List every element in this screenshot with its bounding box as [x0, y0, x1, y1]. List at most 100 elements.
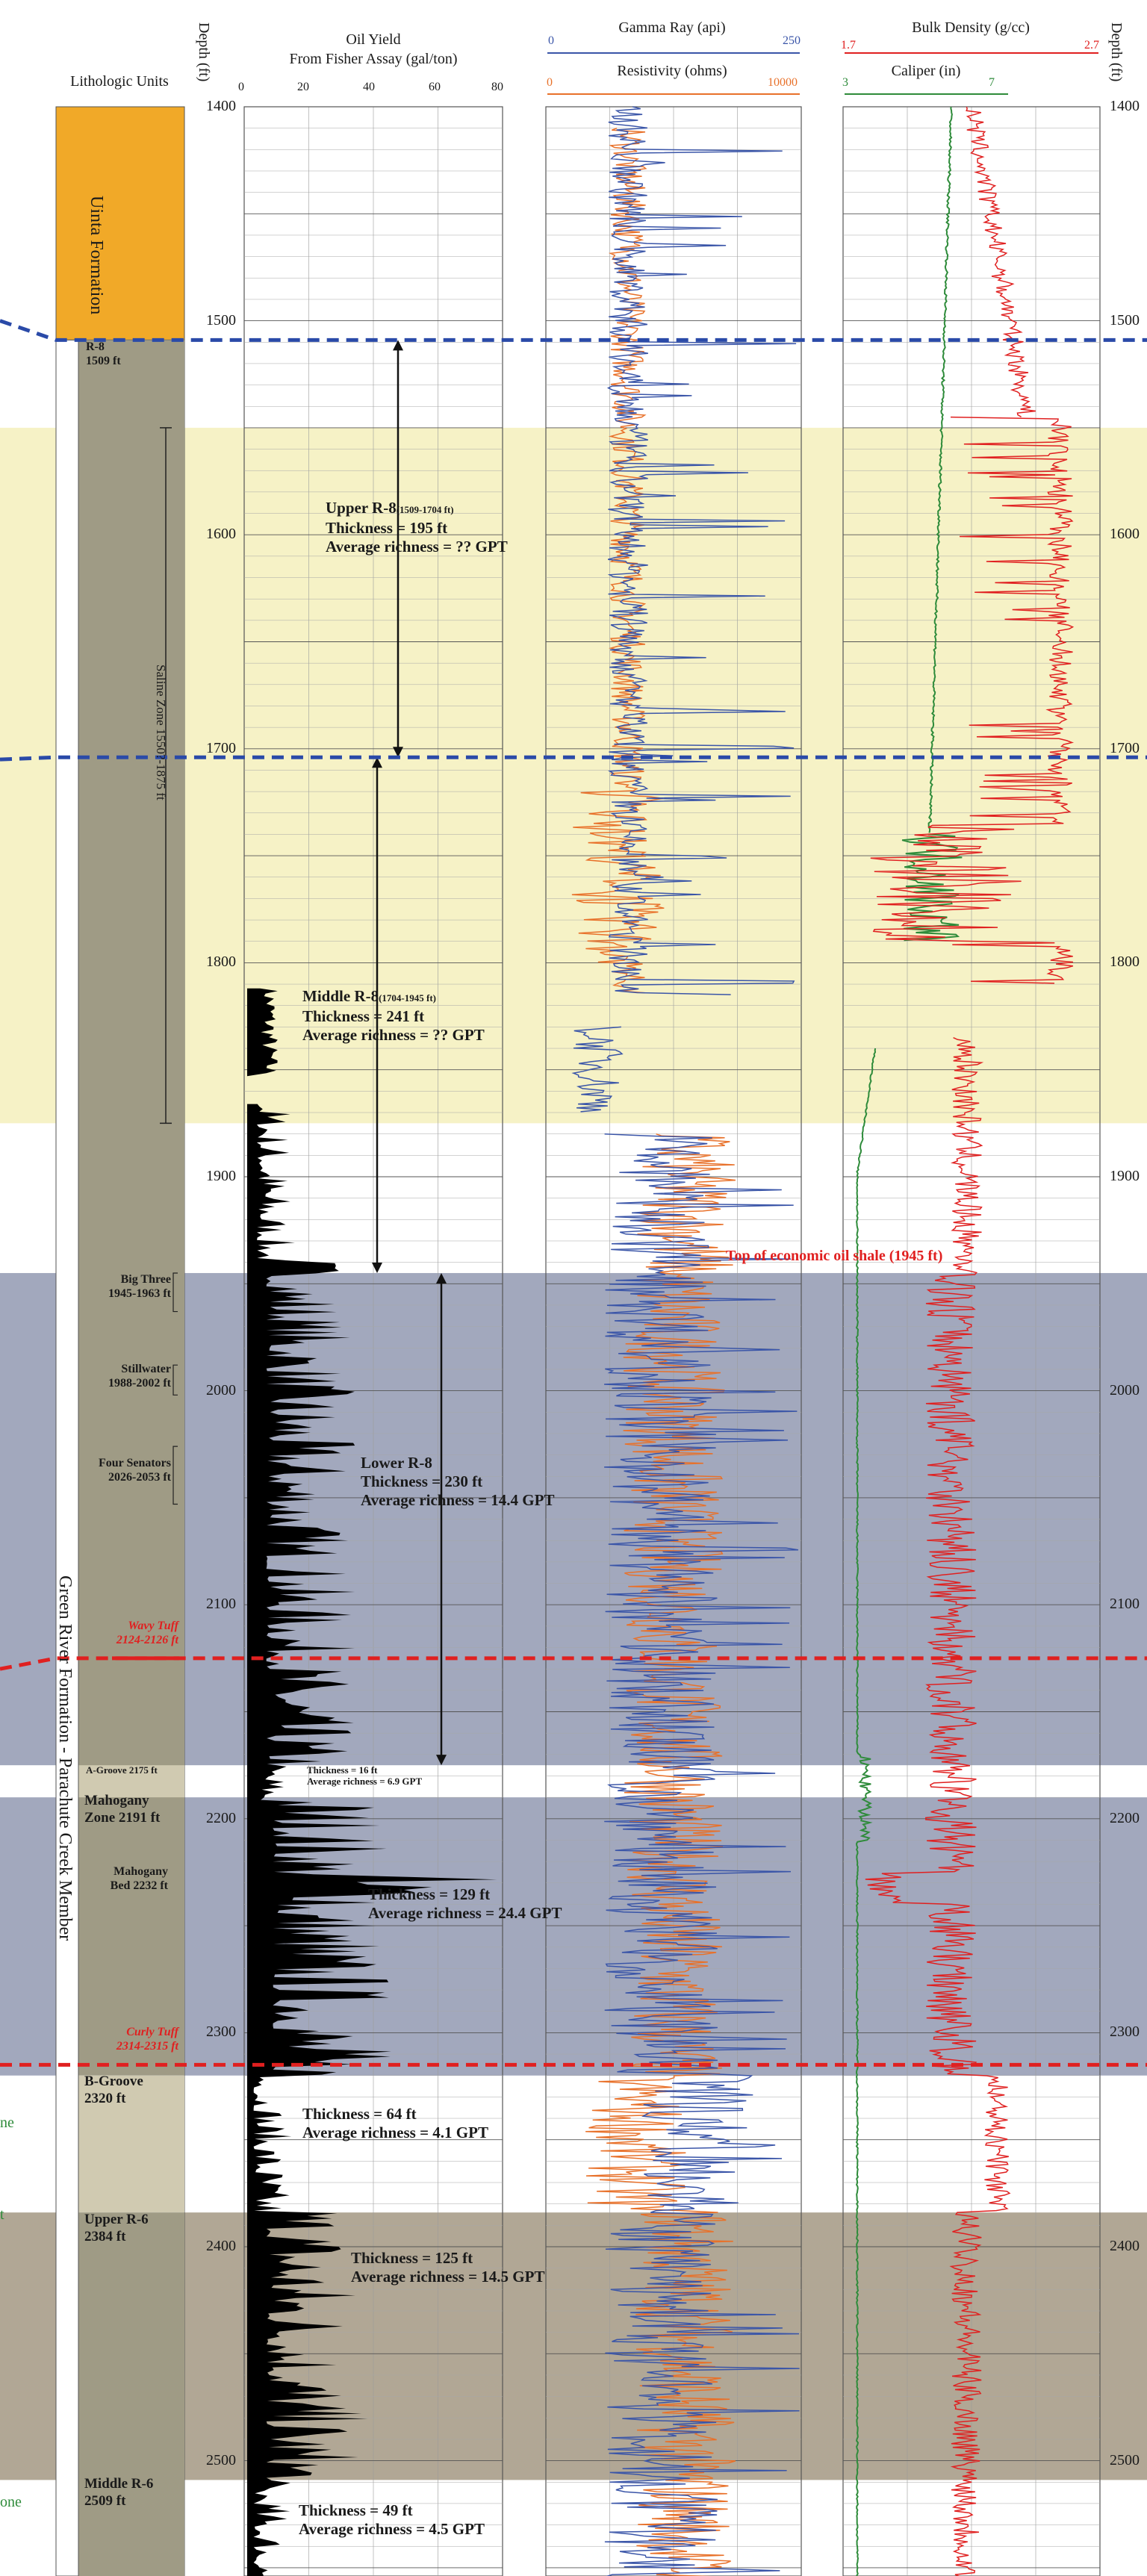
density-curve-top [966, 106, 1036, 417]
density-curve-saline [870, 416, 1075, 984]
green-river-label: Green River Formation - Parachute Creek … [55, 1575, 75, 1941]
upper-r8-arrow-head-bottom [393, 747, 403, 758]
saline-zone-band [0, 427, 1147, 1124]
depth-tick-right: 2200 [1110, 1809, 1140, 1826]
oil-tick-40: 40 [363, 81, 375, 93]
upper-r8-annotation: Upper R-8(1509-1704 ft) Thickness = 195 … [326, 499, 508, 556]
gamma-title: Gamma Ray (api) [618, 19, 726, 36]
b-groove-annotation: Thickness = 64 ft Average richness = 4.1… [302, 2105, 488, 2141]
gamma-curve-mid [571, 1026, 624, 1113]
middle-r6-annotation: Thickness = 49 ft Average richness = 4.5… [299, 2501, 485, 2538]
oil-tick-80: 80 [491, 81, 503, 93]
saline-zone-label: Saline Zone 1550?-1875 ft [154, 665, 168, 800]
depth-tick-left: 1700 [206, 739, 236, 756]
oil-yield-profile [247, 988, 497, 2576]
zone-stillwater: Stillwater 1988-2002 ft [108, 1363, 171, 1390]
oil-tick-60: 60 [429, 81, 441, 93]
middle-r8-annotation: Middle R-8(1704-1945 ft) Thickness = 241… [302, 987, 485, 1044]
zone-wavy-tuff: Wavy Tuff 2124-2126 ft [116, 1620, 178, 1646]
four-senators-bracket [172, 1446, 178, 1505]
gamma-max: 250 [783, 34, 801, 47]
middle-r8-arrow-head-bottom [372, 1262, 382, 1273]
lithologic-units-header: Lithologic Units [70, 73, 169, 90]
depth-tick-left: 2100 [206, 1596, 236, 1613]
density-min: 1.7 [841, 39, 856, 52]
gamma-min: 0 [548, 34, 554, 47]
left-fragment-2: t [0, 2206, 4, 2223]
oil-yield-subtitle: From Fisher Assay (gal/ton) [289, 51, 458, 67]
stillwater-bracket [172, 1364, 178, 1396]
depth-tick-left: 2000 [206, 1381, 236, 1399]
density-curve-lower [865, 1037, 1011, 2576]
left-fragment-3: one [0, 2494, 22, 2510]
left-fragment-1: ne [0, 2115, 14, 2131]
a-groove-annotation: Thickness = 16 ft Average richness = 6.9… [307, 1764, 423, 1787]
top-economic-label: Top of economic oil shale (1945 ft) [726, 1248, 943, 1264]
big-three-bracket [172, 1272, 178, 1313]
gamma-curve-lower [604, 1133, 800, 2576]
depth-tick-left: 1900 [206, 1168, 236, 1184]
resistivity-title: Resistivity (ohms) [617, 63, 727, 79]
caliper-curve-lower [855, 1048, 877, 2576]
depth-header-left: Depth (ft) [196, 22, 212, 82]
middle-r8-arrow-head-top [372, 757, 382, 768]
zone-big-three: Big Three 1945-1963 ft [108, 1273, 171, 1300]
lower-r8-arrow-head-top [436, 1272, 447, 1284]
res-min: 0 [547, 76, 553, 89]
density-max: 2.7 [1084, 39, 1099, 52]
r6-unit [78, 2212, 184, 2576]
caliper-min: 3 [842, 76, 848, 89]
depth-tick-left: 2400 [206, 2238, 236, 2254]
depth-tick-right: 1600 [1110, 526, 1140, 543]
depth-tick-right: 2100 [1110, 1596, 1140, 1613]
depth-tick-left: 2300 [206, 2023, 236, 2041]
lower-r8-annotation: Lower R-8 Thickness = 230 ft Average ric… [361, 1454, 555, 1509]
depth-tick-right: 1700 [1110, 739, 1140, 756]
density-title: Bulk Density (g/cc) [912, 19, 1030, 36]
zone-curly-tuff: Curly Tuff 2314-2315 ft [116, 2026, 178, 2053]
oil-tick-20: 20 [297, 81, 309, 93]
mahogany-annotation: Thickness = 129 ft Average richness = 24… [368, 1885, 562, 1922]
a-groove-unit [78, 1765, 184, 1798]
zone-upper-r6: Upper R-6 2384 ft [84, 2212, 149, 2244]
zone-b-groove: B-Groove 2320 ft [84, 2073, 143, 2106]
depth-tick-left: 1800 [206, 953, 236, 971]
upper-r6-annotation: Thickness = 125 ft Average richness = 14… [351, 2249, 545, 2286]
middle-r8-top-boundary [0, 755, 1147, 762]
depth-tick-left: 2500 [206, 2451, 236, 2468]
zone-r8: R-8 1509 ft [86, 340, 121, 367]
lower-r8-arrow-head-bottom [436, 1755, 447, 1766]
r8-top-boundary [0, 319, 1147, 342]
depth-tick-right: 1500 [1110, 311, 1140, 329]
caliper-max: 7 [989, 76, 995, 89]
zone-mahogany-bed: Mahogany Bed 2232 ft [110, 1865, 168, 1892]
depth-tick-left: 1600 [206, 526, 236, 543]
zone-middle-r6: Middle R-6 2509 ft [84, 2476, 154, 2509]
depth-tick-right: 1400 [1110, 98, 1140, 114]
depth-tick-right: 2400 [1110, 2238, 1140, 2254]
b-groove-unit [78, 2075, 184, 2213]
caliper-curve-upper [927, 106, 953, 833]
uinta-unit [55, 106, 185, 340]
oil-yield-title: Oil Yield [346, 31, 401, 48]
res-max: 10000 [768, 76, 798, 89]
depth-header-right: Depth (ft) [1108, 22, 1125, 82]
zone-four-senators: Four Senators 2026-2053 ft [98, 1457, 171, 1484]
oil-tick-0: 0 [238, 81, 244, 93]
depth-tick-left: 1500 [206, 311, 236, 329]
depth-tick-right: 2500 [1110, 2451, 1140, 2468]
upper-r8-arrow-head-top [393, 340, 403, 351]
uinta-formation-label: Uinta Formation [87, 196, 106, 315]
wavy-tuff-boundary [0, 1656, 1147, 1671]
zone-a-groove: A-Groove 2175 ft [86, 1764, 158, 1776]
depth-tick-right: 1900 [1110, 1168, 1140, 1184]
caliper-title: Caliper (in) [891, 63, 961, 79]
depth-tick-right: 2000 [1110, 1381, 1140, 1399]
depth-tick-right: 1800 [1110, 953, 1140, 971]
depth-tick-left: 1400 [206, 98, 236, 114]
depth-tick-right: 2300 [1110, 2023, 1140, 2041]
gamma-curve-upper [606, 106, 797, 995]
depth-tick-left: 2200 [206, 1809, 236, 1826]
zone-mahogany: Mahogany Zone 2191 ft [84, 1793, 161, 1826]
